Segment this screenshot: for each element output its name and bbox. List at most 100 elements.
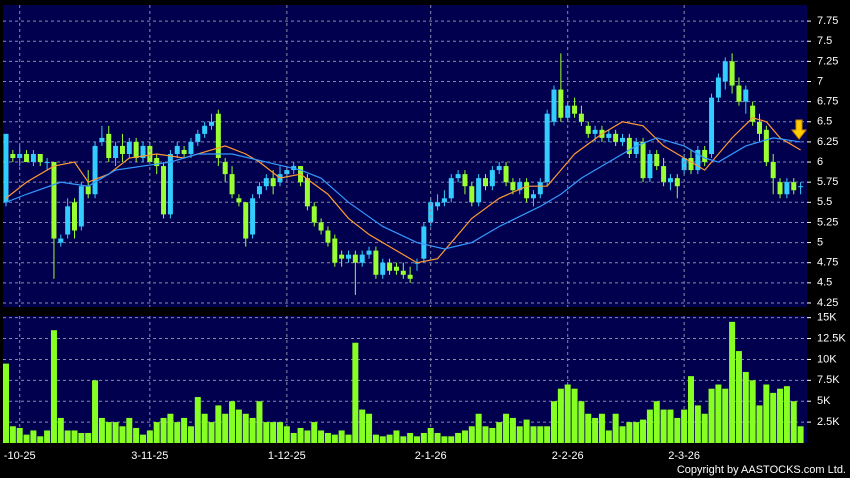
candle-body: [133, 141, 139, 159]
candle-body: [154, 158, 160, 167]
volume-bar: [708, 388, 715, 443]
volume-bar: [249, 417, 256, 443]
candle-body: [24, 153, 30, 163]
volume-bar: [729, 321, 736, 443]
candle-body: [613, 133, 619, 142]
volume-bar: [674, 417, 681, 443]
candle-body: [92, 145, 98, 195]
volume-bar: [242, 413, 249, 443]
volume-bar: [694, 405, 701, 443]
candle-body: [695, 149, 701, 171]
candle-body: [558, 89, 564, 118]
volume-bar: [701, 413, 708, 443]
candle-body: [483, 178, 488, 187]
volume-bar: [386, 434, 393, 443]
candle-body: [681, 158, 687, 171]
candle-body: [30, 153, 36, 163]
volume-bar: [352, 342, 359, 443]
volume-bar: [50, 330, 57, 443]
volume-bar: [304, 430, 311, 443]
volume-bar: [557, 388, 564, 443]
volume-bar: [660, 409, 667, 443]
candle-body: [339, 254, 345, 259]
volume-bar: [140, 434, 146, 443]
volume-bar: [105, 422, 112, 443]
candle-body: [736, 85, 742, 102]
volume-bar: [126, 417, 133, 443]
volume-bar: [441, 436, 448, 443]
volume-bar: [475, 413, 482, 443]
candle-body: [777, 182, 783, 195]
candle-body: [318, 222, 324, 231]
candle-body: [503, 166, 509, 183]
volume-bar: [516, 426, 523, 443]
candle-body: [202, 125, 208, 134]
volume-bar: [215, 405, 222, 443]
candle-body: [654, 153, 660, 167]
candle-body: [113, 145, 119, 159]
volume-bar: [496, 422, 503, 443]
volume-bar: [146, 430, 153, 443]
x-tick-label: 2-3-26: [668, 450, 700, 462]
volume-bar: [201, 413, 208, 443]
candle-body: [51, 162, 57, 239]
candle-body: [346, 254, 351, 259]
candle-body: [72, 202, 77, 231]
volume-bar: [777, 388, 784, 443]
candle-body: [784, 182, 790, 195]
volume-bar: [78, 432, 85, 443]
candle-body: [757, 121, 762, 134]
x-tick-label: 2-2-26: [552, 450, 584, 462]
candle-body: [58, 238, 64, 243]
candle-body: [3, 133, 9, 203]
candle-body: [243, 202, 249, 239]
volume-bar: [461, 430, 468, 443]
candle-body: [530, 194, 536, 199]
volume-bar: [770, 392, 777, 443]
volume-bar: [742, 371, 749, 443]
y-tick-label: 12.5K: [817, 332, 846, 344]
volume-bar: [414, 436, 420, 443]
x-tick-label: 2-1-26: [415, 450, 447, 462]
volume-bar: [3, 363, 9, 443]
volume-bar: [112, 422, 119, 443]
y-tick-label: 7.5: [817, 35, 832, 47]
candle-body: [263, 178, 269, 187]
candle-body: [551, 89, 557, 122]
candle-body: [229, 174, 235, 195]
candle-body: [565, 105, 571, 118]
candle-body: [544, 113, 550, 183]
candle-body: [462, 174, 468, 187]
volume-bar: [324, 432, 331, 443]
volume-bar: [194, 397, 201, 443]
volume-bar: [544, 426, 551, 443]
candle-body: [174, 145, 180, 154]
volume-bar: [537, 426, 544, 443]
volume-bar: [427, 427, 434, 443]
candle-body: [373, 250, 379, 275]
candle-body: [647, 153, 653, 179]
volume-bar: [407, 432, 414, 443]
candle-body: [284, 170, 290, 175]
volume-bar: [585, 413, 592, 443]
volume-bar: [208, 422, 215, 443]
volume-bar: [270, 422, 277, 443]
candle-body: [44, 162, 50, 164]
volume-bar: [571, 388, 578, 443]
y-tick-label: 6: [817, 156, 823, 168]
candle-body: [325, 230, 331, 243]
x-tick-label: 1-12-25: [268, 450, 306, 462]
volume-bar: [37, 436, 44, 443]
candle-body: [407, 274, 413, 279]
candle-body: [626, 137, 632, 154]
volume-bar: [30, 430, 37, 443]
volume-bar: [783, 386, 790, 443]
volume-bar: [468, 426, 475, 443]
volume-bar: [715, 384, 722, 443]
volume-bar: [372, 434, 379, 443]
candle-body: [215, 113, 221, 159]
y-tick-label: 7.25: [817, 55, 838, 67]
volume-bar: [181, 417, 188, 443]
candle-body: [510, 182, 516, 191]
